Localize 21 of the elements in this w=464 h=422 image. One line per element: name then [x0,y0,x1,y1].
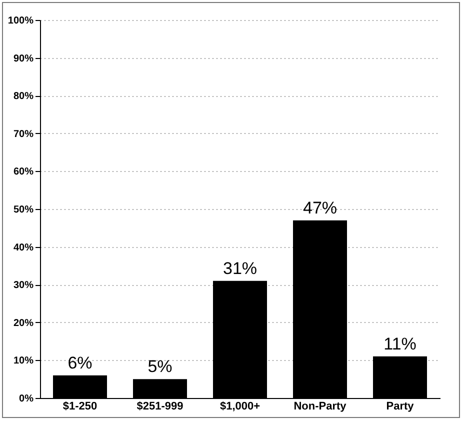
y-tick-label: 0% [19,394,34,404]
data-label: 47% [302,198,338,218]
data-label: 5% [148,357,172,376]
y-tick-label: 50% [13,204,34,216]
x-tick-label: $251-999 [136,400,184,412]
data-label: 6% [68,353,92,372]
x-tick-label: $1-250 [62,400,98,412]
x-tick-label: Party [386,400,415,412]
y-tick-label: 100% [8,16,34,26]
y-tick-label: 10% [13,356,34,367]
y-tick-label: 70% [13,128,34,140]
x-tick-label: $1,000+ [220,400,260,412]
y-tick-label: 40% [13,242,34,254]
y-tick-label: 60% [13,166,34,178]
y-tick-label: 20% [13,318,34,329]
data-label: 11% [384,334,416,354]
y-tick-label: 90% [13,53,34,64]
y-tick-label: 30% [13,280,34,292]
data-label: 31% [222,258,258,278]
x-tick-label: Non-Party [294,400,348,412]
y-tick-label: 80% [13,91,34,102]
